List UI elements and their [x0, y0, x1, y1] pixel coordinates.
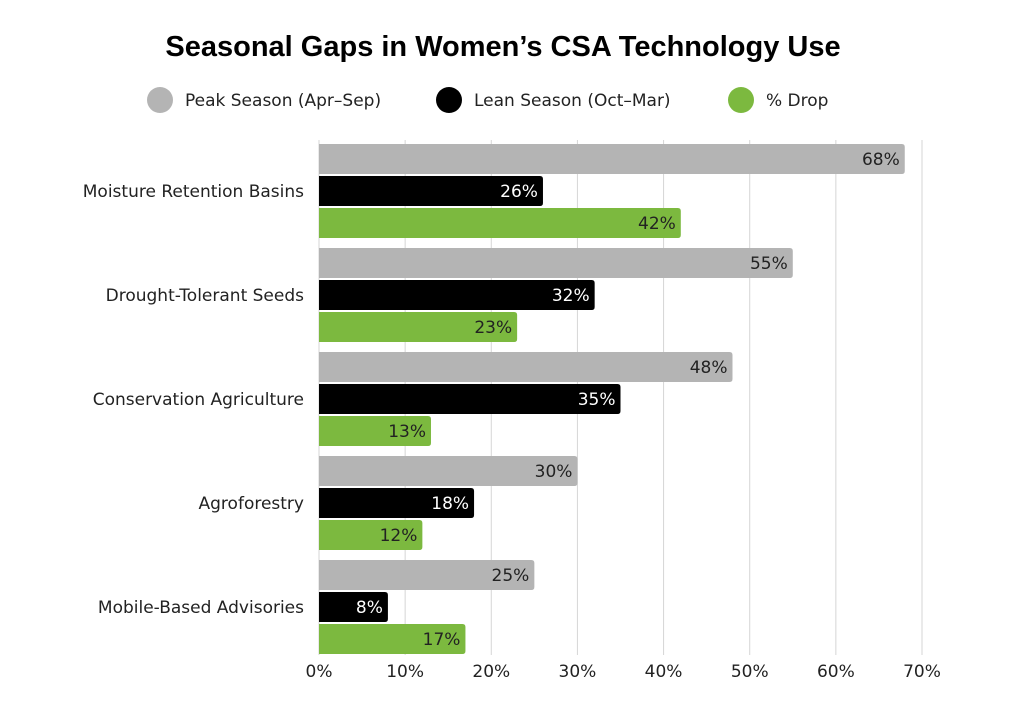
data-label: 17% — [423, 630, 461, 650]
category-label: Mobile-Based Advisories — [98, 598, 304, 618]
legend-swatch — [147, 87, 173, 113]
x-tick-label: 60% — [817, 662, 855, 682]
legend-swatch — [728, 87, 754, 113]
bar — [319, 176, 543, 206]
y-axis: Moisture Retention Basins Drought-Toleran… — [83, 182, 304, 618]
bar — [319, 488, 475, 518]
x-tick-label: 10% — [386, 662, 424, 682]
x-tick-label: 30% — [559, 662, 597, 682]
bar — [319, 416, 431, 446]
bar — [319, 312, 518, 342]
bar — [319, 456, 578, 486]
legend: Peak Season (Apr–Sep) Lean Season (Oct–Ma… — [147, 87, 828, 113]
legend-swatch — [436, 87, 462, 113]
category-label: Drought-Tolerant Seeds — [106, 286, 305, 306]
data-label: 30% — [535, 462, 573, 482]
x-tick-label: 20% — [472, 662, 510, 682]
data-label: 55% — [750, 254, 788, 274]
data-label: 26% — [500, 182, 538, 202]
data-label: 68% — [862, 150, 900, 170]
x-tick-label: 70% — [903, 662, 941, 682]
category-label: Agroforestry — [199, 494, 304, 514]
bar — [319, 520, 423, 550]
data-label: 12% — [380, 526, 418, 546]
bar — [319, 560, 535, 590]
bar — [319, 144, 905, 174]
bar — [319, 624, 466, 654]
category-label: Moisture Retention Basins — [83, 182, 304, 202]
data-label: 8% — [356, 598, 383, 618]
bar — [319, 208, 681, 238]
data-label: 42% — [638, 214, 676, 234]
bar — [319, 384, 621, 414]
data-label: 13% — [388, 422, 426, 442]
legend-label: Lean Season (Oct–Mar) — [474, 91, 671, 111]
chart-title: Seasonal Gaps in Women’s CSA Technology … — [165, 31, 840, 63]
legend-label: % Drop — [766, 91, 828, 111]
bar — [319, 352, 733, 382]
category-label: Conservation Agriculture — [93, 390, 304, 410]
legend-label: Peak Season (Apr–Sep) — [185, 91, 381, 111]
data-label: 25% — [492, 566, 530, 586]
bar — [319, 592, 388, 622]
data-label: 35% — [578, 390, 616, 410]
bar — [319, 280, 595, 310]
data-label: 32% — [552, 286, 590, 306]
x-tick-label: 0% — [306, 662, 333, 682]
x-tick-label: 50% — [731, 662, 769, 682]
x-tick-label: 40% — [645, 662, 683, 682]
x-axis: 0% 10% 20% 30% 40% 50% 60% 70% — [306, 662, 941, 682]
data-label: 48% — [690, 358, 728, 378]
bars: 68% 26% 42% 55% 32% 23% 48% 35% 13% 30% 18% 12% 25% 8… — [319, 144, 905, 654]
bar — [319, 248, 793, 278]
data-label: 18% — [431, 494, 469, 514]
data-label: 23% — [474, 318, 512, 338]
